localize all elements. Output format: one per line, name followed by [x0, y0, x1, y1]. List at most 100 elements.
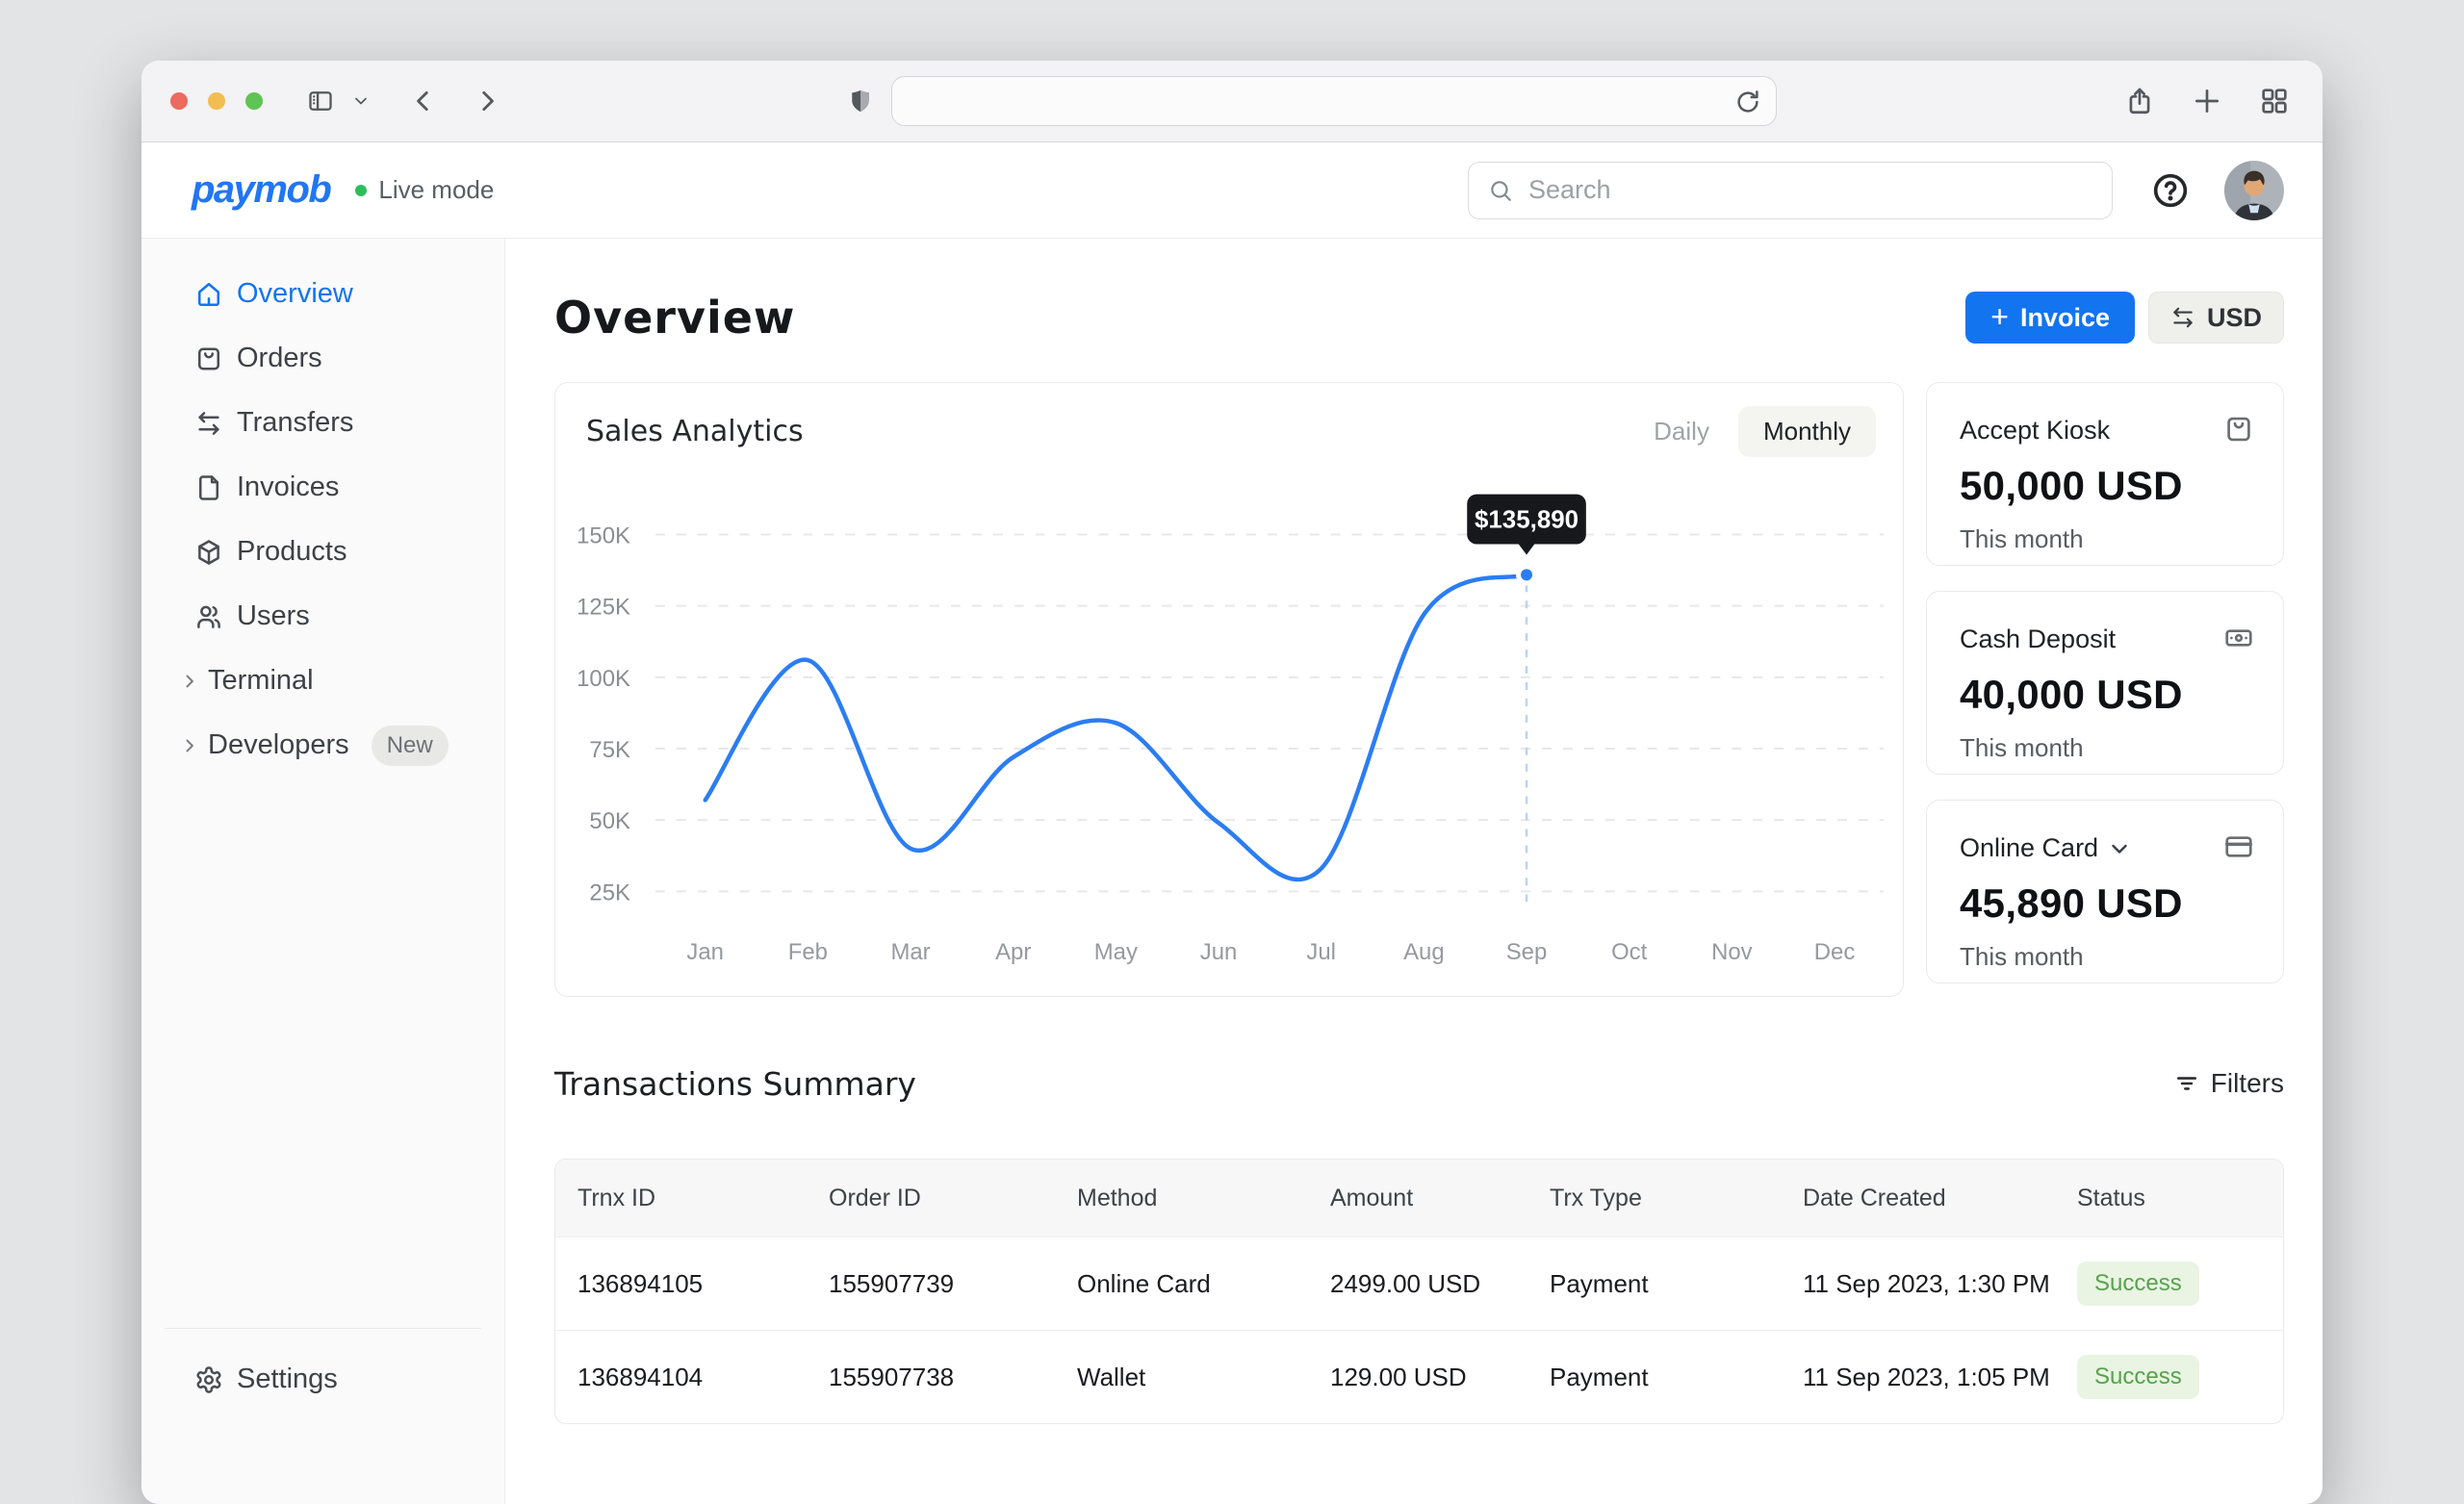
live-mode-label: Live mode [378, 175, 495, 204]
chart-x-label: Jul [1306, 939, 1336, 965]
chart-tooltip-pointer [1518, 543, 1536, 555]
cash-icon [2223, 623, 2254, 653]
chart-x-label: Aug [1403, 939, 1445, 965]
summary-cards: Accept Kiosk 50,000 USD This month Cash Dep… [1926, 382, 2284, 997]
chart-tooltip-label: $135,890 [1475, 507, 1578, 534]
sidebar-item-orders[interactable]: Orders [141, 326, 504, 391]
toggle-daily[interactable]: Daily [1654, 417, 1709, 446]
summary-card-value: 50,000 USD [1960, 463, 2183, 508]
sidebar-item-transfers[interactable]: Transfers [141, 391, 504, 455]
sales-line-chart: 150K 125K 100K 75K 50K 25K Jan Feb Mar Apr May Jun J… [577, 494, 1884, 965]
sidebar-item-overview[interactable]: Overview [141, 262, 504, 326]
chart-y-label: 125K [577, 595, 630, 621]
search-field[interactable] [1468, 161, 2113, 219]
column-header: Trnx ID [578, 1184, 656, 1211]
paymob-logo: paymob [192, 168, 332, 211]
summary-card-title: Accept Kiosk [1960, 416, 2111, 445]
live-mode-indicator: Live mode [355, 175, 494, 205]
sidebar-item-label: Invoices [237, 472, 340, 502]
sidebar-item-invoices[interactable]: Invoices [141, 455, 504, 520]
reload-icon[interactable] [1733, 88, 1762, 116]
address-bar-input[interactable] [892, 77, 1776, 125]
help-icon[interactable] [2151, 171, 2190, 210]
table-row[interactable]: 136894105 155907739 Online Card 2499.00 USD… [555, 1236, 2283, 1330]
zoom-window-button[interactable] [245, 92, 263, 110]
close-window-button[interactable] [170, 92, 188, 110]
sidebar-item-users[interactable]: Users [141, 584, 504, 649]
search-icon [1488, 178, 1513, 203]
sales-analytics-title: Sales Analytics [586, 415, 804, 448]
new-badge: New [371, 725, 449, 766]
cell-amount: 2499.00 USD [1330, 1268, 1481, 1298]
kiosk-icon [2223, 414, 2254, 445]
address-bar[interactable] [891, 76, 1777, 126]
card-icon [2223, 831, 2254, 862]
chart-x-label: Feb [788, 939, 828, 965]
chart-y-label: 150K [577, 523, 630, 548]
live-dot-icon [355, 184, 368, 196]
cell-trx-type: Payment [1550, 1362, 1649, 1391]
new-tab-icon[interactable] [2192, 86, 2222, 116]
bag-icon [194, 344, 223, 373]
sidebar-item-products[interactable]: Products [141, 520, 504, 584]
page-title: Overview [554, 292, 796, 344]
back-button[interactable] [411, 89, 436, 114]
swap-icon [194, 409, 223, 438]
users-icon [194, 602, 223, 631]
sidebar-item-developers[interactable]: Developers New [141, 713, 504, 777]
chevron-down-icon[interactable] [2108, 837, 2131, 860]
sidebar-nav: Overview Orders Transfers Invoices Products U… [141, 239, 504, 777]
plus-icon: + [1990, 298, 2009, 334]
cell-order-id: 155907739 [829, 1268, 955, 1298]
chart-y-label: 25K [589, 879, 630, 905]
chart-y-label: 100K [577, 666, 630, 692]
filter-icon [2174, 1071, 2199, 1096]
toggle-monthly[interactable]: Monthly [1737, 406, 1876, 457]
column-header: Status [2077, 1184, 2145, 1211]
avatar[interactable] [2224, 160, 2284, 220]
column-header: Method [1077, 1184, 1158, 1211]
sidebar-menu-chevron-icon[interactable] [351, 91, 371, 111]
tab-overview-icon[interactable] [2259, 86, 2290, 116]
sidebar-item-label: Users [237, 600, 310, 631]
column-header: Amount [1330, 1184, 1414, 1211]
cell-method: Wallet [1077, 1362, 1146, 1391]
search-input[interactable] [1527, 174, 2092, 206]
chart-x-label: Dec [1814, 939, 1856, 965]
chart-x-label: Mar [890, 939, 930, 965]
share-icon[interactable] [2124, 86, 2155, 116]
sidebar-item-settings[interactable]: Settings [165, 1364, 481, 1395]
swap-currency-icon [2170, 305, 2195, 330]
file-icon [194, 473, 223, 502]
invoice-button[interactable]: + Invoice [1965, 292, 2135, 344]
main-content: Overview + Invoice USD [505, 239, 2323, 1504]
summary-card-period: This month [1960, 524, 2084, 553]
sidebar-item-label: Terminal [208, 665, 314, 696]
sales-analytics-card: Sales Analytics Daily Monthly 150K 125K 10… [554, 382, 1904, 997]
highlight-dot [1516, 564, 1537, 586]
privacy-shield-icon[interactable] [847, 86, 874, 116]
summary-card-online-card: Online Card 45,890 USD This month [1926, 800, 2284, 983]
period-toggle: Daily Monthly [1654, 406, 1876, 457]
chart-x-label: Sep [1506, 939, 1548, 965]
sidebar-item-label: Transfers [237, 407, 354, 438]
sidebar-item-label: Products [237, 536, 347, 567]
summary-card-title: Online Card [1960, 833, 2099, 862]
forward-button[interactable] [475, 89, 500, 114]
cell-amount: 129.00 USD [1330, 1362, 1467, 1391]
table-row[interactable]: 136894104 155907738 Wallet 129.00 USD Paymen… [555, 1330, 2283, 1423]
sales-series-line [703, 573, 1529, 882]
minimize-window-button[interactable] [208, 92, 225, 110]
chart-tooltip [1467, 494, 1586, 545]
currency-button[interactable]: USD [2147, 292, 2284, 344]
sidebar-item-terminal[interactable]: Terminal [141, 649, 504, 713]
sidebar-item-label: Orders [237, 343, 322, 373]
status-badge: Success [2077, 1355, 2199, 1399]
app-header: paymob Live mode [141, 142, 2323, 239]
cell-trnx-id: 136894105 [578, 1268, 704, 1298]
table-body: 136894105 155907739 Online Card 2499.00 USD… [555, 1236, 2283, 1423]
browser-sidebar-toggle-icon[interactable] [305, 88, 336, 115]
chart-x-label: Oct [1611, 939, 1648, 965]
filters-button[interactable]: Filters [2174, 1068, 2284, 1099]
chart-x-label: Jun [1200, 939, 1238, 965]
